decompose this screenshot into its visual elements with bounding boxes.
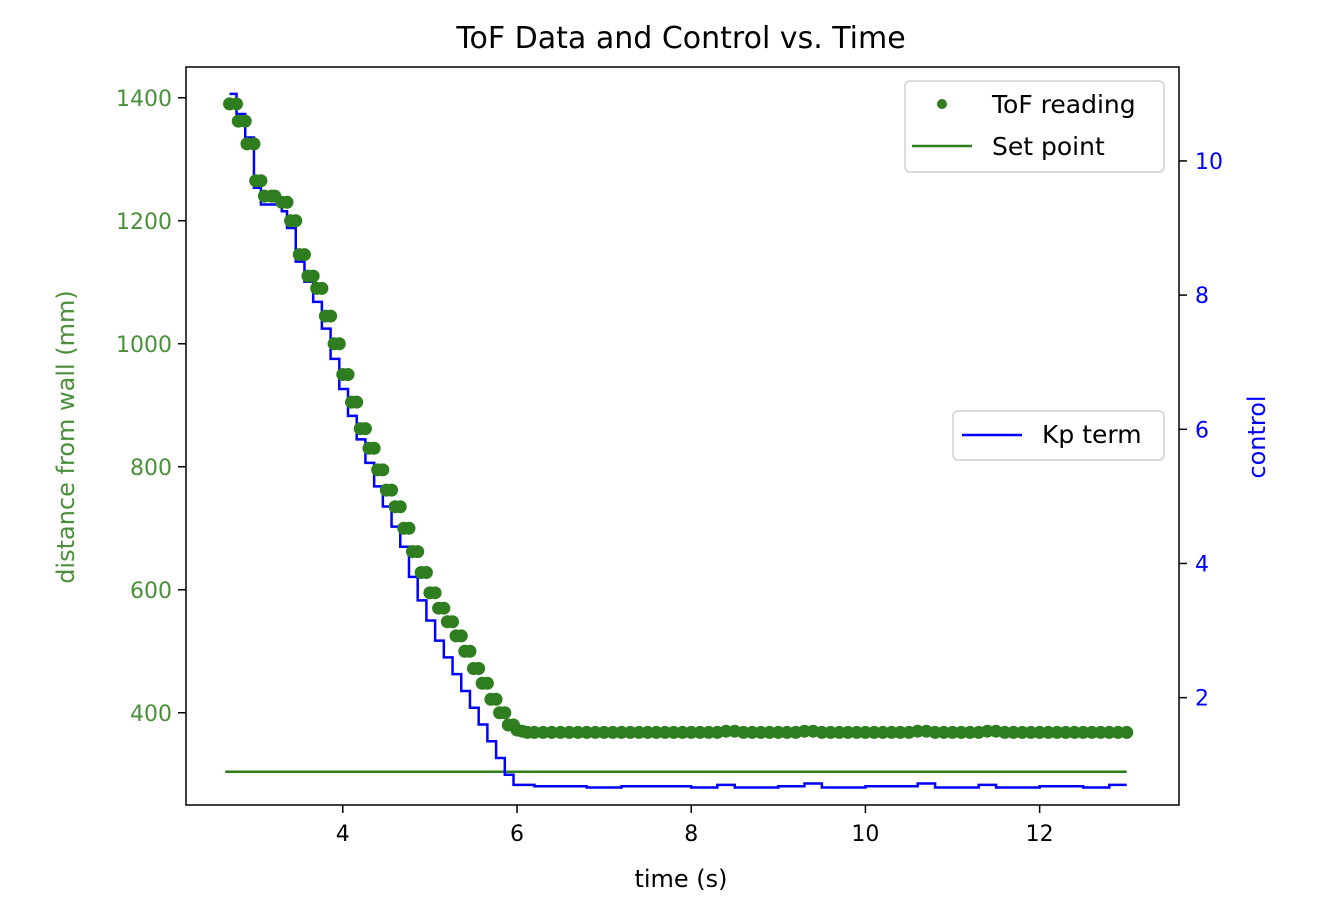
plot-area — [223, 92, 1134, 789]
x-axis: 4 6 8 10 12 — [336, 805, 1054, 847]
y-axis-right: 2 4 6 8 10 — [1179, 150, 1223, 712]
x-tick-label: 4 — [336, 822, 350, 847]
y-axis-left-label: distance from wall (mm) — [52, 290, 80, 584]
tof-point — [419, 566, 433, 580]
x-tick-label: 8 — [684, 822, 698, 847]
tof-point — [437, 601, 451, 615]
tof-point — [402, 521, 416, 535]
y-left-tick-label: 800 — [130, 456, 172, 481]
y-right-tick-label: 6 — [1195, 418, 1209, 443]
legend-setpoint-label: Set point — [992, 132, 1105, 161]
tof-point — [454, 629, 468, 643]
x-tick-label: 12 — [1026, 822, 1054, 847]
legend-center-right: Kp term — [952, 410, 1165, 461]
x-tick-label: 6 — [510, 822, 524, 847]
tof-point — [247, 137, 261, 151]
legend-tof-label: ToF reading — [991, 90, 1136, 119]
chart-title: ToF Data and Control vs. Time — [455, 21, 905, 56]
tof-point — [324, 309, 338, 323]
y-left-tick-label: 1400 — [116, 87, 172, 112]
y-left-tick-label: 600 — [130, 579, 172, 604]
tof-point — [306, 269, 320, 283]
tof-point — [341, 368, 355, 381]
tof-point — [297, 248, 311, 262]
y-left-tick-label: 400 — [130, 702, 172, 727]
legend-top-right: ToF reading Set point — [904, 80, 1165, 173]
tof-point — [289, 214, 303, 228]
y-right-tick-label: 4 — [1195, 552, 1209, 577]
tof-point — [254, 174, 268, 188]
y-axis-left: 400 600 800 1000 1200 1400 — [116, 87, 186, 727]
y-left-tick-label: 1000 — [116, 333, 172, 358]
tof-point — [446, 615, 460, 629]
tof-point — [358, 422, 372, 436]
tof-point — [332, 337, 346, 351]
legend-box — [904, 80, 1165, 173]
tof-point — [393, 500, 407, 514]
tof-point — [230, 97, 244, 111]
legend-tof-marker — [937, 99, 947, 109]
tof-point — [472, 661, 486, 675]
tof-point — [376, 463, 390, 477]
tof-point — [498, 706, 512, 720]
legend-kp-label: Kp term — [1042, 420, 1142, 449]
tof-point — [1120, 725, 1134, 739]
y-right-tick-label: 2 — [1195, 687, 1209, 712]
tof-point — [385, 483, 399, 497]
y-right-tick-label: 10 — [1195, 150, 1223, 175]
tof-point — [463, 644, 477, 658]
tof-point — [350, 395, 364, 409]
tof-point — [489, 692, 503, 706]
y-left-tick-label: 1200 — [116, 210, 172, 235]
tof-point — [411, 545, 425, 559]
y-right-tick-label: 8 — [1195, 284, 1209, 309]
tof-point — [280, 195, 294, 209]
tof-point — [238, 114, 252, 128]
tof-point — [315, 281, 329, 295]
legend-box — [952, 410, 1165, 461]
y-axis-right-label: control — [1243, 395, 1271, 478]
tof-point — [367, 441, 381, 455]
x-tick-label: 10 — [851, 822, 879, 847]
x-axis-label: time (s) — [634, 865, 727, 893]
plot-frame — [185, 66, 1180, 806]
tof-point — [428, 586, 442, 600]
tof-point — [480, 676, 494, 690]
